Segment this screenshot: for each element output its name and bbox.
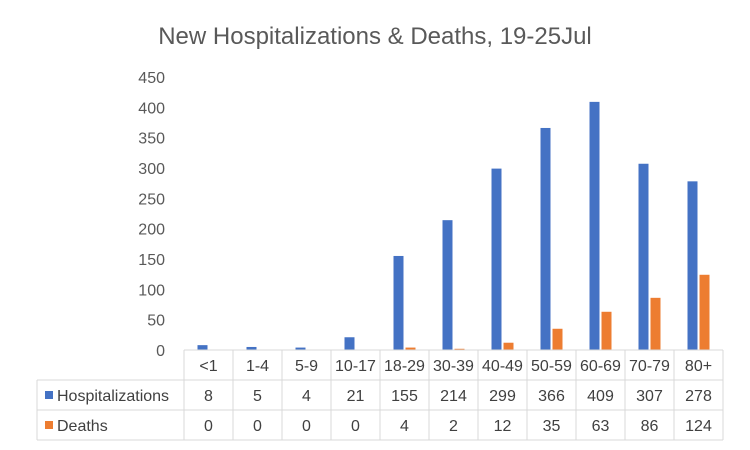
legend-label: Hospitalizations <box>57 388 169 405</box>
data-label: 278 <box>685 388 712 405</box>
data-table: <1 1-4 5-9 10-17 18-29 30-39 40-49 50-59 60-69 70… <box>36 349 724 441</box>
deaths-bar <box>405 347 416 350</box>
data-label: 4 <box>302 388 311 405</box>
x-tick-label: 50-59 <box>531 358 572 375</box>
x-tick-label: <1 <box>199 358 217 375</box>
x-tick-label: 30-39 <box>433 358 474 375</box>
hospitalizations-bar <box>393 255 404 350</box>
y-axis: 0 50 100 150 200 250 300 350 400 450 <box>138 70 165 360</box>
y-tick-label: 300 <box>138 161 165 178</box>
data-label: 299 <box>489 388 516 405</box>
data-label: 214 <box>440 388 467 405</box>
deaths-bar <box>454 348 465 350</box>
y-tick-label: 50 <box>147 313 165 330</box>
data-label: 0 <box>253 418 262 435</box>
x-tick-label: 80+ <box>685 358 712 375</box>
hospitalizations-bar <box>246 346 257 350</box>
legend-swatch <box>45 421 53 429</box>
hospitalizations-bar <box>442 220 453 350</box>
x-tick-label: 40-49 <box>482 358 523 375</box>
hospitalizations-bar <box>589 101 600 350</box>
hospitalizations-bar <box>295 347 306 350</box>
legend-label: Deaths <box>57 418 108 435</box>
deaths-bar <box>650 297 661 350</box>
data-label: 366 <box>538 388 565 405</box>
hospitalizations-bar <box>540 127 551 351</box>
x-tick-label: 10-17 <box>335 358 376 375</box>
x-tick-label: 60-69 <box>580 358 621 375</box>
hospitalizations-bar <box>687 181 698 350</box>
deaths-bar <box>552 328 563 350</box>
hospitalizations-bar <box>491 168 502 350</box>
x-tick-label: 18-29 <box>384 358 425 375</box>
data-label: 12 <box>494 418 512 435</box>
data-label: 86 <box>641 418 659 435</box>
data-label: 307 <box>636 388 663 405</box>
data-label: 4 <box>400 418 409 435</box>
y-tick-label: 450 <box>138 70 165 87</box>
bars <box>197 101 710 351</box>
x-tick-label: 1-4 <box>246 358 269 375</box>
data-label: 124 <box>685 418 712 435</box>
y-tick-label: 400 <box>138 100 165 117</box>
legend-swatch <box>45 391 53 399</box>
data-label: 0 <box>302 418 311 435</box>
y-tick-label: 100 <box>138 282 165 299</box>
y-tick-label: 200 <box>138 222 165 239</box>
data-label: 2 <box>449 418 458 435</box>
y-tick-label: 250 <box>138 191 165 208</box>
y-tick-label: 150 <box>138 252 165 269</box>
hospitalizations-bar <box>638 163 649 350</box>
hospitalizations-bar <box>197 345 208 350</box>
x-tick-label: 70-79 <box>629 358 670 375</box>
x-tick-label: 5-9 <box>295 358 318 375</box>
data-label: 409 <box>587 388 614 405</box>
data-label: 0 <box>204 418 213 435</box>
deaths-bar <box>503 342 514 350</box>
chart-title: New Hospitalizations & Deaths, 19-25Jul <box>158 23 592 50</box>
y-tick-label: 0 <box>156 343 165 360</box>
data-label: 63 <box>592 418 610 435</box>
data-label: 0 <box>351 418 360 435</box>
data-label: 5 <box>253 388 262 405</box>
data-label: 35 <box>543 418 561 435</box>
deaths-bar <box>601 311 612 350</box>
data-label: 155 <box>391 388 418 405</box>
data-label: 21 <box>347 388 365 405</box>
y-tick-label: 350 <box>138 131 165 148</box>
hospitalizations-bar <box>344 337 355 350</box>
deaths-bar <box>699 274 710 350</box>
data-label: 8 <box>204 388 213 405</box>
